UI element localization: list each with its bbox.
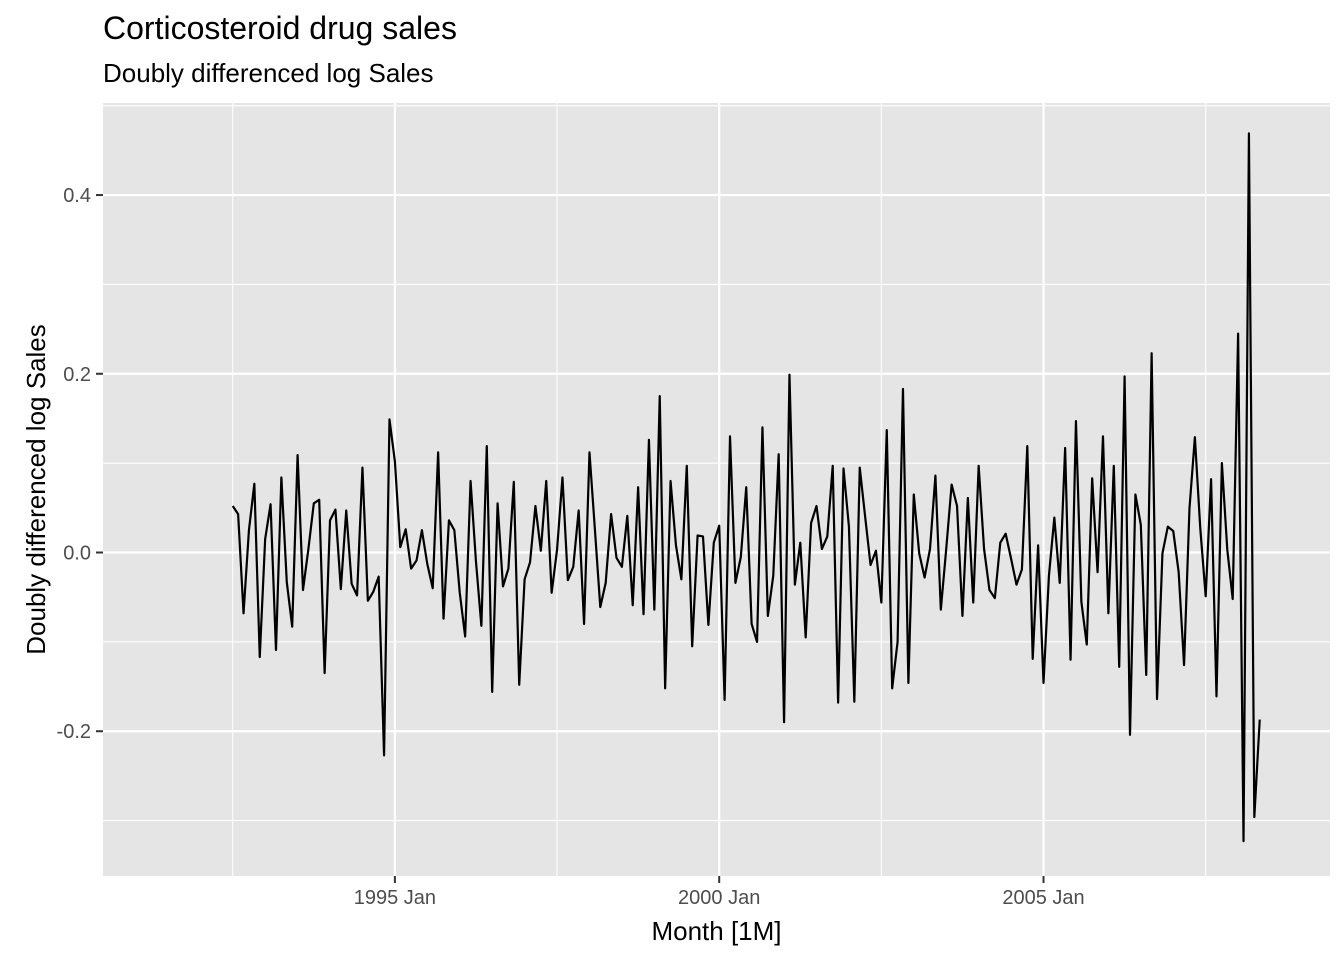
x-tick-label: 1995 Jan [354,887,436,909]
y-tick-label: 0.4 [63,185,91,207]
series-line [231,132,1261,843]
x-tick-label: 2000 Jan [678,887,760,909]
y-axis: -0.2 0.0 0.2 0.4 [57,185,103,743]
chart-title: Corticosteroid drug sales [103,10,457,46]
chart-subtitle: Doubly differenced log Sales [103,58,434,88]
x-axis-title: Month [1M] [651,916,781,946]
x-tick-label: 2005 Jan [1002,887,1084,909]
minor-gridlines [103,103,1330,876]
series-layer [231,132,1261,843]
plot-panel [103,103,1330,876]
y-tick-label: 0.0 [63,543,91,565]
y-axis-title: Doubly differenced log Sales [21,324,51,655]
y-tick-label: 0.2 [63,364,91,386]
x-axis: 1995 Jan 2000 Jan 2005 Jan [354,876,1085,909]
y-tick-label: -0.2 [57,721,91,743]
